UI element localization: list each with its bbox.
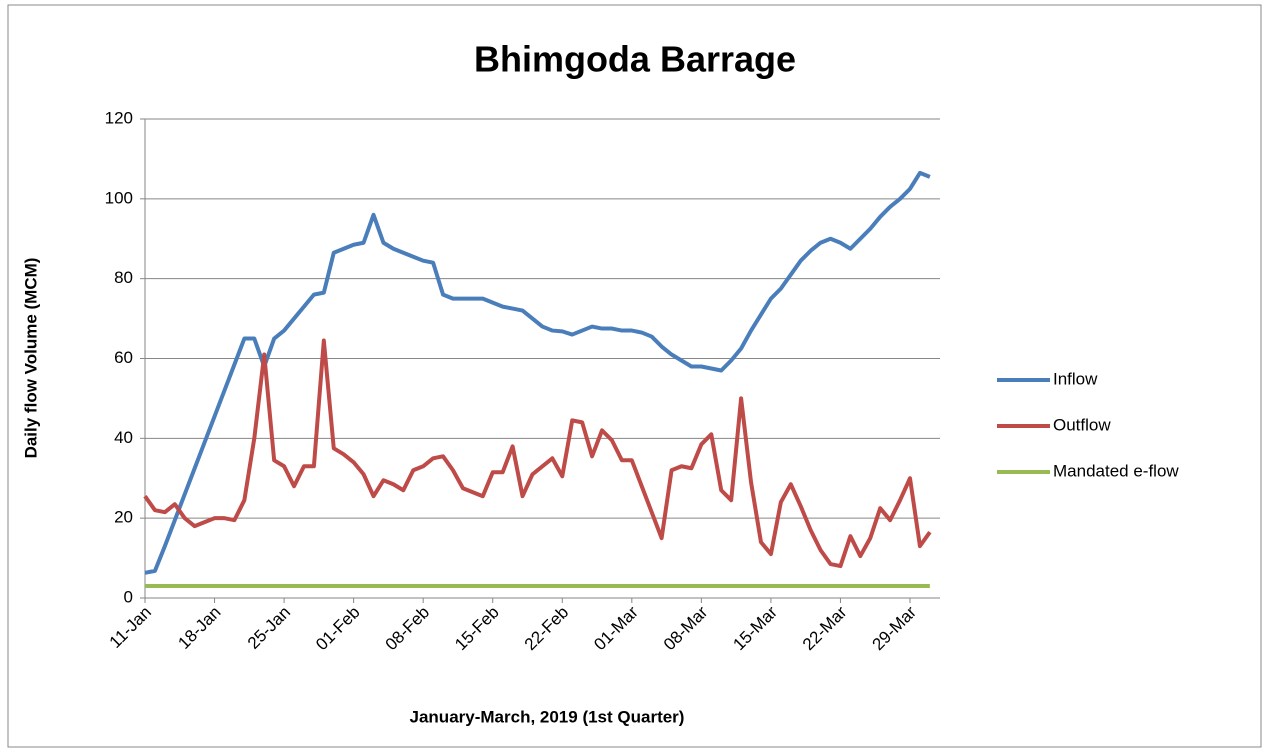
y-tick-label: 80 — [114, 268, 133, 287]
x-axis-label: January-March, 2019 (1st Quarter) — [410, 707, 685, 726]
y-tick-label: 60 — [114, 348, 133, 367]
chart-title: Bhimgoda Barrage — [474, 39, 796, 80]
y-tick-label: 40 — [114, 428, 133, 447]
legend-label: Inflow — [1053, 369, 1098, 388]
y-tick-label: 0 — [124, 587, 133, 606]
y-tick-label: 120 — [105, 108, 133, 127]
y-axis-label: Daily flow Volume (MCM) — [21, 258, 40, 459]
series-line — [143, 338, 932, 569]
series-line — [144, 170, 931, 575]
legend-label: Mandated e-flow — [1053, 461, 1179, 480]
legend-label: Outflow — [1053, 415, 1111, 434]
y-tick-label: 20 — [114, 508, 133, 527]
y-tick-label: 100 — [105, 188, 133, 207]
chart-border — [7, 4, 1262, 748]
